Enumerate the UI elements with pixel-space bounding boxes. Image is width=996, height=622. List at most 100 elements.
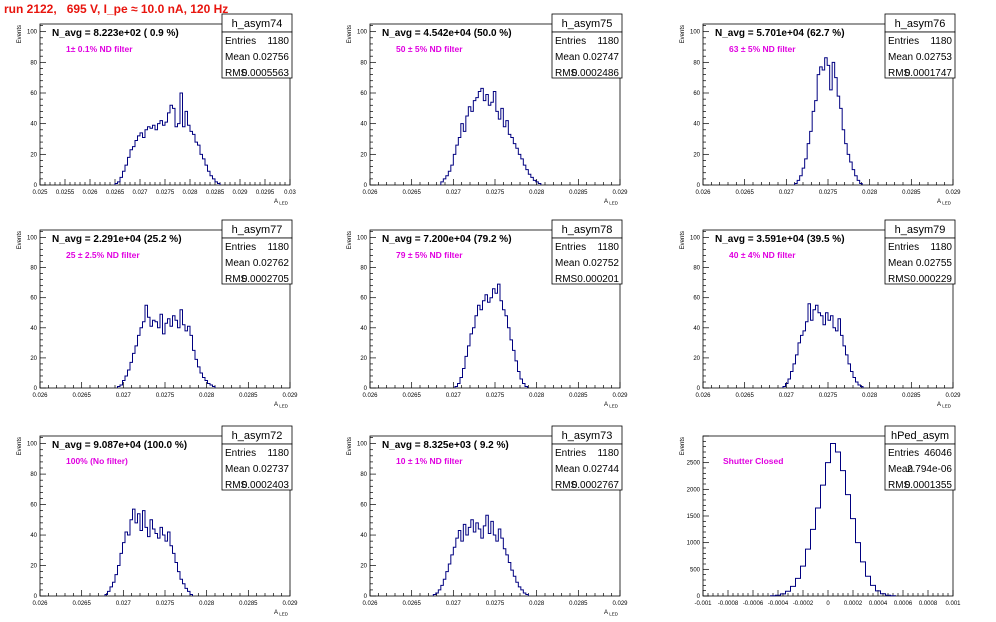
y-tick-label: 60 xyxy=(30,91,37,97)
x-tick-label: 0.0285 xyxy=(569,393,588,399)
x-tick-label: 0.0265 xyxy=(402,601,421,607)
y-tick-label: 40 xyxy=(693,326,700,332)
x-tick-label: 0.0275 xyxy=(156,190,175,196)
x-axis-label: A LED xyxy=(604,610,619,617)
stat-label: Mean xyxy=(225,258,250,269)
stat-label: Entries xyxy=(555,36,586,47)
x-tick-label: 0.028 xyxy=(862,190,878,196)
x-tick-label: 0.029 xyxy=(282,393,298,399)
y-axis-label: Events xyxy=(17,231,23,249)
histogram-outline xyxy=(770,442,896,597)
x-tick-label: 0.0275 xyxy=(156,393,175,399)
stats-box xyxy=(221,31,293,79)
y-axis-label: Events xyxy=(347,25,353,43)
stat-label: RMS xyxy=(225,274,248,285)
histogram-title: h_asym75 xyxy=(562,18,613,30)
y-tick-label: 60 xyxy=(360,296,367,302)
stat-label: Entries xyxy=(555,448,586,459)
stat-label: Mean xyxy=(555,52,580,63)
y-tick-label: 40 xyxy=(360,533,367,539)
stat-value: 1180 xyxy=(930,242,952,253)
histogram-h-asym74: 0.025 0.0255 0.026 0.0265 0.027 0.0275 0.028 0.… xyxy=(17,13,296,206)
stat-value: 0.02753 xyxy=(916,52,953,63)
y-tick-label: 60 xyxy=(30,503,37,509)
stat-label: RMS xyxy=(225,68,248,79)
y-tick-label: 20 xyxy=(360,356,367,362)
stat-value: 1180 xyxy=(267,242,289,253)
x-tick-label: 0.0265 xyxy=(735,393,754,399)
x-tick-label: 0.001 xyxy=(945,601,961,607)
navg-label: N_avg = 9.087e+04 (100.0 %) xyxy=(52,440,187,451)
stat-value: 1180 xyxy=(597,448,619,459)
x-tick-label: -0.0004 xyxy=(768,601,789,607)
x-tick-label: 0.0275 xyxy=(156,601,175,607)
histogram-title: h_asym73 xyxy=(562,430,613,442)
x-tick-label: 0.027 xyxy=(116,601,132,607)
histogram-title: hPed_asym xyxy=(891,430,949,442)
histogram-title: h_asym78 xyxy=(562,224,613,236)
x-tick-label: 0.028 xyxy=(529,601,545,607)
stat-value: 1180 xyxy=(930,36,952,47)
x-tick-label: 0.029 xyxy=(945,190,961,196)
x-tick-label: 0.0285 xyxy=(569,190,588,196)
x-axis-label: A LED xyxy=(604,199,619,206)
x-tick-label: 0.028 xyxy=(199,601,215,607)
y-tick-label: 0 xyxy=(34,386,38,392)
y-tick-label: 0 xyxy=(697,183,701,189)
x-tick-label: 0.028 xyxy=(529,393,545,399)
x-tick-label: 0.028 xyxy=(529,190,545,196)
stat-value: 0.0005563 xyxy=(242,68,290,79)
x-tick-label: 0.0004 xyxy=(869,601,888,607)
y-tick-label: 2000 xyxy=(687,487,701,493)
y-tick-label: 2500 xyxy=(687,461,701,467)
stat-label: RMS xyxy=(555,68,578,79)
y-tick-label: 0 xyxy=(364,386,368,392)
stat-value: 0.0001355 xyxy=(905,480,953,491)
stat-label: Mean xyxy=(555,464,580,475)
stat-value: 0.000201 xyxy=(577,274,619,285)
stat-value: 1180 xyxy=(597,36,619,47)
y-tick-label: 0 xyxy=(364,183,368,189)
stat-value: 0.0001747 xyxy=(905,68,953,79)
stat-label: Mean xyxy=(888,258,913,269)
stats-box xyxy=(884,443,956,491)
y-axis-label: Events xyxy=(17,437,23,455)
x-tick-label: 0.0275 xyxy=(486,190,505,196)
stats-box xyxy=(884,31,956,79)
navg-label: N_avg = 4.542e+04 (50.0 %) xyxy=(382,28,512,39)
x-tick-label: 0.026 xyxy=(695,190,711,196)
filter-note: Shutter Closed xyxy=(723,456,783,466)
filter-note: 100% (No filter) xyxy=(66,456,128,466)
stat-label: RMS xyxy=(225,480,248,491)
y-tick-label: 500 xyxy=(690,567,701,573)
y-tick-label: 80 xyxy=(360,60,367,66)
stat-label: Mean xyxy=(888,464,913,475)
stat-value: 0.02752 xyxy=(583,258,620,269)
x-tick-label: 0.0285 xyxy=(569,601,588,607)
y-tick-label: 100 xyxy=(690,30,701,36)
histogram-h-asym75: 0.026 0.0265 0.027 0.0275 0.028 0.0285 0.029 0 2… xyxy=(347,13,628,206)
histogram-outline xyxy=(782,303,864,388)
x-tick-label: 0.028 xyxy=(199,393,215,399)
stat-label: Mean xyxy=(888,52,913,63)
x-tick-label: 0.029 xyxy=(612,190,628,196)
y-tick-label: 40 xyxy=(30,326,37,332)
stat-label: Entries xyxy=(888,36,919,47)
stat-value: 0.02755 xyxy=(916,258,953,269)
y-tick-label: 80 xyxy=(30,266,37,272)
x-tick-label: 0.029 xyxy=(232,190,248,196)
filter-note: 40 ± 4% ND filter xyxy=(729,250,796,260)
stat-value: 0.000229 xyxy=(910,274,952,285)
navg-label: N_avg = 3.591e+04 (39.5 %) xyxy=(715,234,845,245)
x-tick-label: 0.0295 xyxy=(256,190,275,196)
x-tick-label: 0.027 xyxy=(132,190,148,196)
filter-note: 63 ± 5% ND filter xyxy=(729,44,796,54)
x-tick-label: 0.0285 xyxy=(239,601,258,607)
stat-value: 1180 xyxy=(267,448,289,459)
stat-value: 0.0002403 xyxy=(242,480,290,491)
x-tick-label: 0.029 xyxy=(612,601,628,607)
histogram-title: h_asym79 xyxy=(895,224,946,236)
x-tick-label: 0.0285 xyxy=(206,190,225,196)
y-tick-label: 60 xyxy=(30,296,37,302)
x-tick-label: 0.027 xyxy=(779,393,795,399)
